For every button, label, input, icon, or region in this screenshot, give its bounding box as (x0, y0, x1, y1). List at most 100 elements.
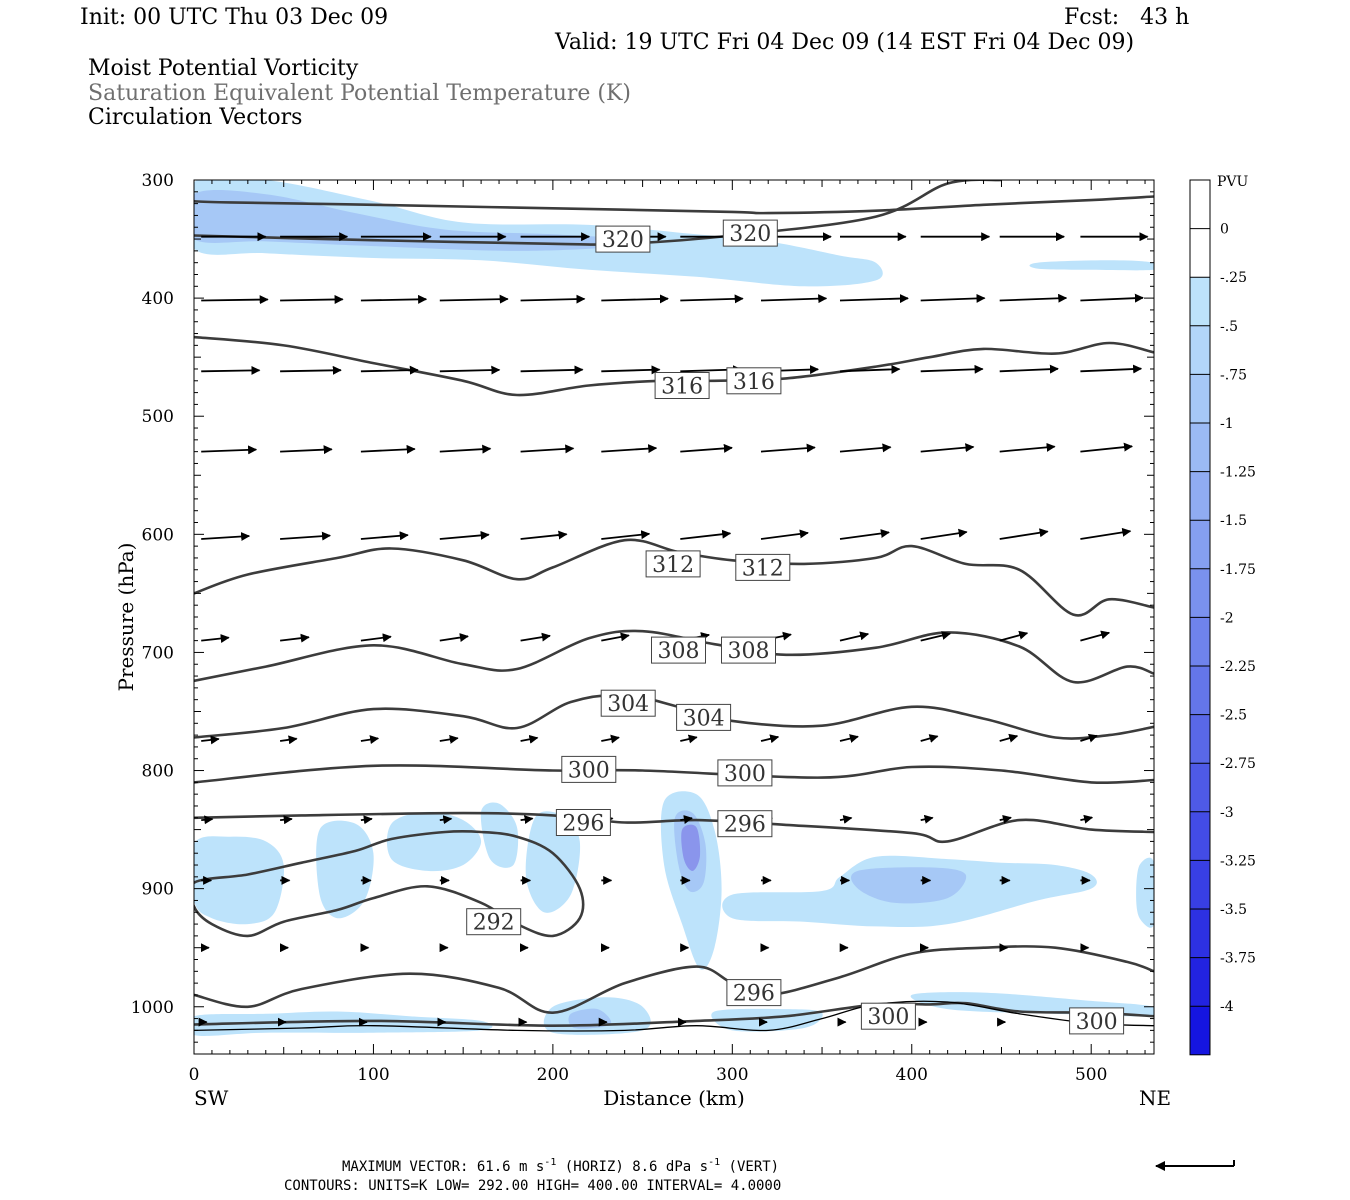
x-tick-label: 200 (537, 1065, 569, 1085)
theta-contour-296 (194, 811, 1154, 844)
svg-text:320: 320 (729, 222, 771, 247)
sw-label: SW (194, 1086, 229, 1110)
pv-region-12 (851, 867, 967, 904)
contour-label-300: 300 (1069, 1007, 1125, 1035)
contour-label-292: 292 (466, 908, 522, 936)
circulation-vector (520, 294, 586, 304)
circulation-vector (920, 734, 939, 743)
circulation-vector (360, 365, 419, 375)
circulation-vector (1080, 364, 1143, 374)
circulation-vector (439, 633, 469, 642)
circulation-vector (999, 293, 1068, 303)
circulation-vector (920, 443, 975, 453)
pv-region-3 (194, 836, 284, 925)
theta-contour-308 (194, 629, 1154, 684)
circulation-vector (760, 294, 828, 304)
colorbar-label: -1 (1220, 416, 1234, 432)
contour-label-308: 308 (721, 636, 776, 664)
colorbar-label: -1.75 (1220, 562, 1256, 578)
circulation-vector (920, 293, 986, 303)
circulation-vector (360, 294, 428, 304)
theta-contour-320 (194, 195, 1154, 215)
x-axis-label: Distance (km) (603, 1086, 745, 1110)
reference-vector (1155, 1160, 1235, 1171)
theta-contour-300 (194, 1001, 1154, 1027)
circulation-vector (280, 445, 333, 455)
contour-label-300: 300 (860, 1002, 916, 1030)
circulation-vector (439, 734, 459, 744)
field-title-pv: Moist Potential Vorticity (88, 56, 359, 81)
contour-label-296: 296 (726, 979, 782, 1007)
x-tick-label: 400 (896, 1065, 928, 1085)
circulation-vector (1080, 293, 1144, 303)
circulation-vector (439, 294, 509, 304)
colorbar-label: 0 (1220, 222, 1229, 238)
y-tick-label: 600 (142, 525, 174, 545)
circulation-vector (760, 443, 816, 453)
circulation-vector (680, 734, 698, 744)
init-time: Init: 00 UTC Thu 03 Dec 09 (80, 5, 389, 30)
colorbar-swatch (1190, 860, 1210, 909)
svg-text:312: 312 (742, 556, 784, 581)
circulation-vector (520, 632, 551, 642)
circulation-vector (1080, 733, 1098, 743)
circulation-vector (520, 444, 575, 454)
colorbar-label: -1.5 (1220, 513, 1247, 529)
svg-text:300: 300 (568, 758, 610, 783)
circulation-vector (439, 815, 453, 825)
circulation-vector (601, 294, 669, 304)
pv-region-6 (480, 802, 519, 868)
svg-text:304: 304 (683, 706, 725, 731)
y-tick-label: 500 (142, 407, 174, 427)
y-tick-label: 900 (142, 880, 174, 900)
colorbar-label: -3.5 (1220, 902, 1247, 918)
circulation-vector (360, 444, 416, 454)
circulation-vector (920, 528, 968, 540)
circulation-vector (680, 529, 732, 540)
colorbar-swatch (1190, 957, 1210, 1007)
circulation-vector (201, 365, 261, 375)
colorbar-swatch (1190, 471, 1210, 521)
colorbar-swatch (1190, 617, 1210, 666)
field-title-theta: Saturation Equivalent Potential Temperat… (88, 81, 631, 106)
colorbar-swatch (1190, 423, 1210, 472)
x-tick-label: 0 (189, 1065, 200, 1085)
svg-text:312: 312 (652, 553, 694, 578)
circulation-vector (520, 365, 584, 375)
colorbar-label: -4 (1220, 999, 1234, 1015)
colorbar-swatch (1190, 666, 1210, 715)
x-tick-label: 300 (716, 1065, 748, 1085)
contour-label-300: 300 (561, 755, 617, 783)
circulation-vector (760, 734, 780, 744)
circulation-vector (601, 632, 630, 642)
circulation-vector (601, 444, 658, 454)
circulation-vector (201, 295, 269, 305)
max-vector-text: MAXIMUM VECTOR: 61.6 m s-1 (HORIZ) 8.6 d… (342, 1157, 779, 1175)
x-tick-label: 100 (357, 1065, 389, 1085)
contour-label-296: 296 (555, 809, 611, 837)
svg-text:300: 300 (867, 1005, 909, 1030)
pv-region-1 (194, 190, 636, 251)
circulation-vector (201, 815, 214, 825)
svg-text:308: 308 (728, 639, 770, 664)
colorbar-label: -.5 (1220, 319, 1238, 335)
colorbar-swatch (1190, 1006, 1210, 1055)
circulation-vector (201, 445, 258, 455)
circulation-vector (839, 815, 853, 824)
theta-contour-292 (194, 829, 585, 938)
circulation-vector (280, 294, 344, 304)
circulation-vector (839, 443, 892, 453)
colorbar-swatch (1190, 520, 1210, 569)
circulation-vector (680, 815, 693, 824)
pv-region-14 (194, 1011, 493, 1036)
svg-text:296: 296 (733, 982, 775, 1007)
contour-label-320: 320 (722, 219, 778, 247)
pv-region-7 (525, 811, 581, 913)
y-tick-label: 400 (142, 289, 174, 309)
circulation-vector (839, 294, 909, 304)
colorbar-swatch (1190, 811, 1210, 861)
circulation-vector (601, 734, 620, 744)
pv-region-4 (316, 820, 374, 919)
contour-label-304: 304 (600, 689, 656, 717)
circulation-vector (839, 529, 890, 540)
